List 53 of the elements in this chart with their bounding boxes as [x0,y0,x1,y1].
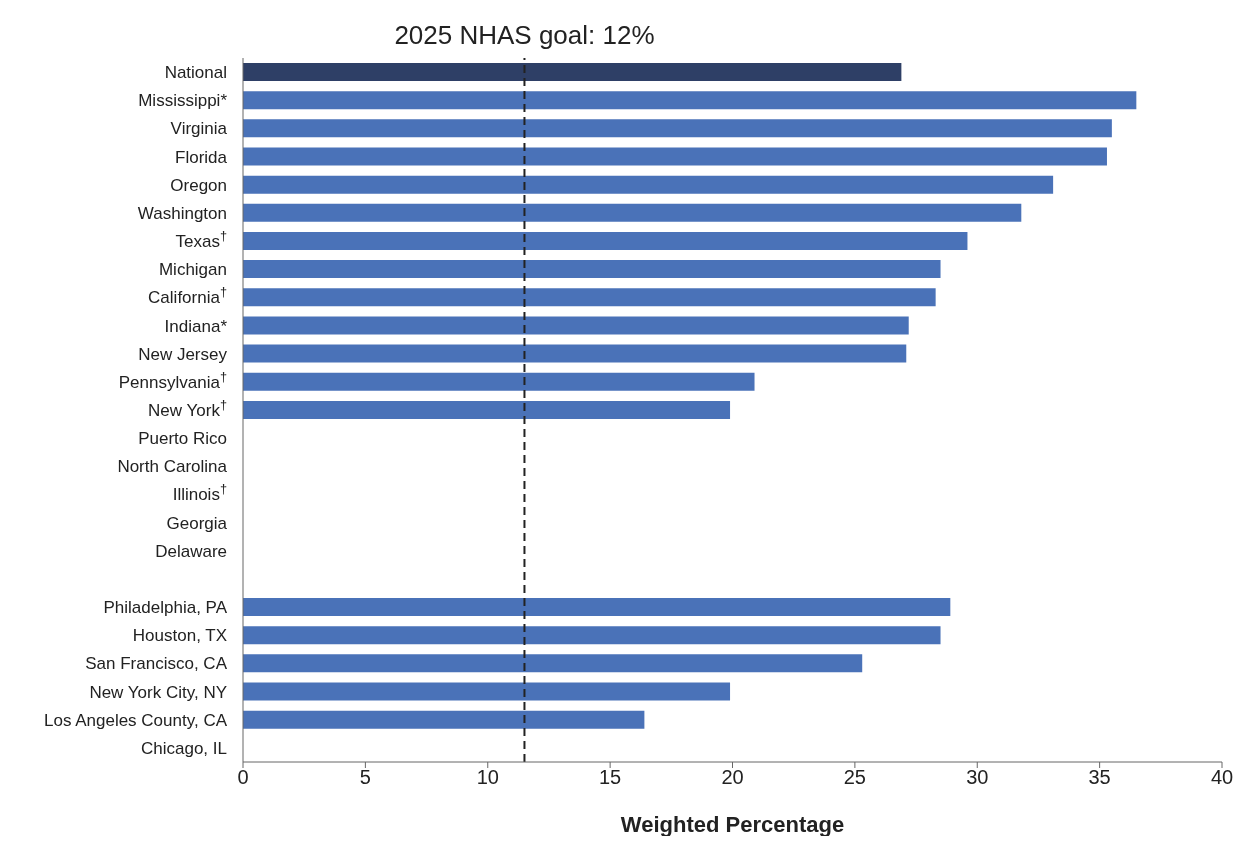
bar [243,654,863,673]
bar [243,175,1054,194]
bar [243,63,902,81]
y-tick-label: New York$^{†}$ [148,396,227,420]
y-tick-label: Michigan [158,260,227,280]
bar [243,91,1137,110]
y-tick-label: Philadelphia, PA [103,598,228,618]
y-tick-label: Georgia [166,513,228,533]
bar [243,626,941,645]
y-tick-label: Houston, TX [132,626,227,646]
y-tick-label: Oregon [170,175,227,195]
x-tick-label: 40 [1210,766,1234,789]
y-tick-label: New Jersey [138,344,228,364]
y-tick-label: Illinois$^{†}$ [172,480,227,505]
bar [243,710,645,729]
bar [243,288,936,307]
y-tick-label: San Francisco, CA [85,654,228,674]
x-tick-label: 10 [476,766,499,789]
x-tick-label: 35 [1088,766,1111,789]
bar [243,231,968,250]
y-tick-label: National [164,63,227,83]
y-tick-label: Delaware [155,541,227,561]
y-tick-label: Florida [175,147,228,167]
y-tick-label: Virginia [170,119,228,139]
y-tick-label: California$^{†}$ [148,283,227,308]
y-tick-label: New York City, NY [89,682,227,702]
y-tick-label: Pennsylvania$^{†}$ [118,368,227,392]
y-tick-label: Mississippi* [138,91,228,111]
y-tick-label: Washington [137,203,227,223]
y-tick-label: Indiana* [164,316,228,336]
y-tick-label: North Carolina [117,457,228,477]
x-tick-label: 20 [721,766,744,789]
x-tick-label: 5 [359,766,371,789]
x-tick-label: 0 [237,766,249,789]
x-tick-label: 30 [966,766,989,789]
ref-line-label: 2025 NHAS goal: 12% [394,20,655,50]
y-tick-label: Texas$^{†}$ [175,227,227,252]
bar [243,316,909,335]
x-axis-title: Weighted Percentage [620,812,845,837]
bar [243,400,731,419]
bar [243,372,755,391]
bar [243,344,907,363]
bar [243,147,1107,166]
x-tick-label: 15 [599,766,622,789]
x-tick-label: 25 [843,766,866,789]
y-tick-label: Los Angeles County, CA [43,710,228,730]
bar [243,260,941,279]
y-tick-label: Chicago, IL [141,738,227,758]
bar [243,203,1022,222]
bar [243,598,951,617]
bar [243,119,1112,138]
bar [243,682,731,701]
y-tick-label: Puerto Rico [138,429,227,449]
